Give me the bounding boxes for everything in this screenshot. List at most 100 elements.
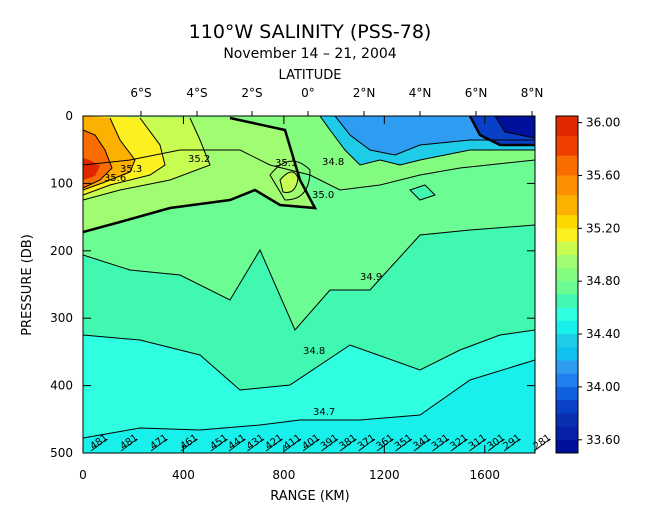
colorbar-swatch (556, 439, 578, 454)
y-axis-label: PRESSURE (DB) (20, 234, 35, 336)
x-axis-label: RANGE (KM) (270, 489, 349, 504)
contour-label: 34.8 (303, 346, 325, 357)
contour-equator-core (279, 171, 299, 193)
colorbar-swatch (556, 373, 578, 388)
x-tick-label: 0 (79, 468, 87, 482)
station-marker (533, 438, 551, 452)
chart-subtitle: November 14 – 21, 2004 (223, 46, 396, 62)
y-tick-label: 100 (50, 176, 73, 190)
contour-label: 35.3 (120, 164, 142, 175)
top-tick-label: 4°N (409, 86, 432, 100)
contour-small-cell (409, 184, 436, 201)
colorbar-swatch (556, 241, 578, 256)
plot-frame (82, 115, 536, 454)
colorbar-swatch (556, 215, 578, 229)
top-axis: 6°S 4°S 2°S 0° 2°N 4°N 6°N 8°N (130, 86, 543, 116)
colorbar-swatch (556, 267, 578, 282)
y-tick-label: 300 (50, 311, 73, 325)
station-marker (284, 438, 301, 452)
y-axis: 0 100 200 300 400 500 (50, 109, 535, 460)
contour-34-7 (83, 359, 535, 439)
colorbar-tick-label: 34.40 (586, 327, 620, 341)
contour-33-8 (494, 116, 535, 139)
colorbar-swatch (556, 195, 578, 216)
station-marker (321, 438, 338, 452)
contour-35-2 (83, 117, 211, 201)
station-marker (395, 438, 412, 452)
station-marker (432, 438, 449, 452)
contour-label: 34.9 (360, 272, 382, 283)
colorbar-tick-label: 35.60 (586, 168, 620, 182)
equator-core (280, 171, 298, 193)
x-tick-label: 800 (272, 468, 295, 482)
contour-35-6 (83, 129, 113, 189)
top-tick-label: 4°S (186, 86, 207, 100)
contour-equator-ring (269, 160, 311, 201)
station-marker (90, 438, 108, 452)
x-tick-label: 1200 (369, 468, 400, 482)
colorbar-swatch (556, 413, 578, 428)
station-marker (358, 438, 375, 452)
x-tick-label: 400 (172, 468, 195, 482)
colorbar-swatch (556, 294, 578, 309)
colorbar-swatch (556, 400, 578, 414)
x-tick-label: 1600 (470, 468, 501, 482)
top-tick-label: 0° (301, 86, 315, 100)
colorbar-tick-label: 35.20 (586, 221, 620, 235)
chart-title: 110°W SALINITY (PSS-78) (189, 21, 432, 43)
colorbar-tick-label: 33.60 (586, 433, 620, 447)
station-marker (487, 438, 505, 452)
colorbar-swatch (556, 281, 578, 295)
colorbar-swatch (556, 347, 578, 361)
contour-34-9 (83, 224, 535, 331)
station-marker (228, 438, 246, 452)
colorbar-tick-label: 36.00 (586, 116, 620, 130)
station-marker (150, 438, 168, 452)
colorbar-swatch (556, 307, 578, 322)
plot-fill (83, 116, 535, 453)
top-tick-label: 8°N (521, 86, 544, 100)
y-tick-label: 200 (50, 244, 73, 258)
station-marker (120, 438, 138, 452)
colorbar-swatch (556, 116, 578, 137)
colorbar-swatch (556, 426, 578, 441)
contour-lines (83, 116, 535, 439)
contour-label: 35.0 (312, 190, 334, 201)
station-marker (339, 438, 357, 452)
station-marker (450, 438, 468, 452)
top-tick-label: 6°S (130, 86, 151, 100)
colorbar-tick-label: 34.00 (586, 380, 620, 394)
station-marker (247, 438, 264, 452)
contour-label: 35.1 (275, 158, 297, 169)
station-marker (210, 438, 228, 452)
contour-label: 34.7 (313, 407, 335, 418)
contour-35-1 (83, 116, 318, 234)
station-marker (503, 438, 521, 452)
contour-34-6 (319, 116, 535, 166)
colorbar-swatch (556, 320, 578, 335)
colorbar-swatch (556, 135, 578, 157)
contour-label: 34.8 (322, 157, 344, 168)
colorbar-swatch (556, 360, 578, 375)
y-tick-label: 500 (50, 446, 73, 460)
colorbar-swatch (556, 228, 578, 243)
contour-labels: 35.3 35.6 35.2 35.1 34.8 35.0 34.9 34.8 … (104, 154, 382, 418)
contour-34-4 (334, 116, 535, 156)
colorbar-frame (555, 115, 579, 454)
colorbar: 36.00 35.60 35.20 34.80 34.40 34.00 33.60 (555, 115, 620, 454)
station-marker (265, 438, 283, 452)
colorbar-swatch (556, 386, 578, 401)
contour-35-3 (83, 117, 166, 196)
contour-label: 35.2 (188, 154, 210, 165)
y-tick-label: 400 (50, 379, 73, 393)
band-34-7 (83, 360, 535, 453)
x-axis: 0 400 800 1200 1600 (79, 116, 500, 482)
top-tick-label: 2°N (353, 86, 376, 100)
station-marker (376, 438, 394, 452)
colorbar-swatch (556, 254, 578, 269)
colorbar-tick-label: 34.80 (586, 274, 620, 288)
y-tick-label: 0 (65, 109, 73, 123)
colorbar-swatch (556, 175, 578, 196)
contour-35-4 (83, 117, 136, 191)
